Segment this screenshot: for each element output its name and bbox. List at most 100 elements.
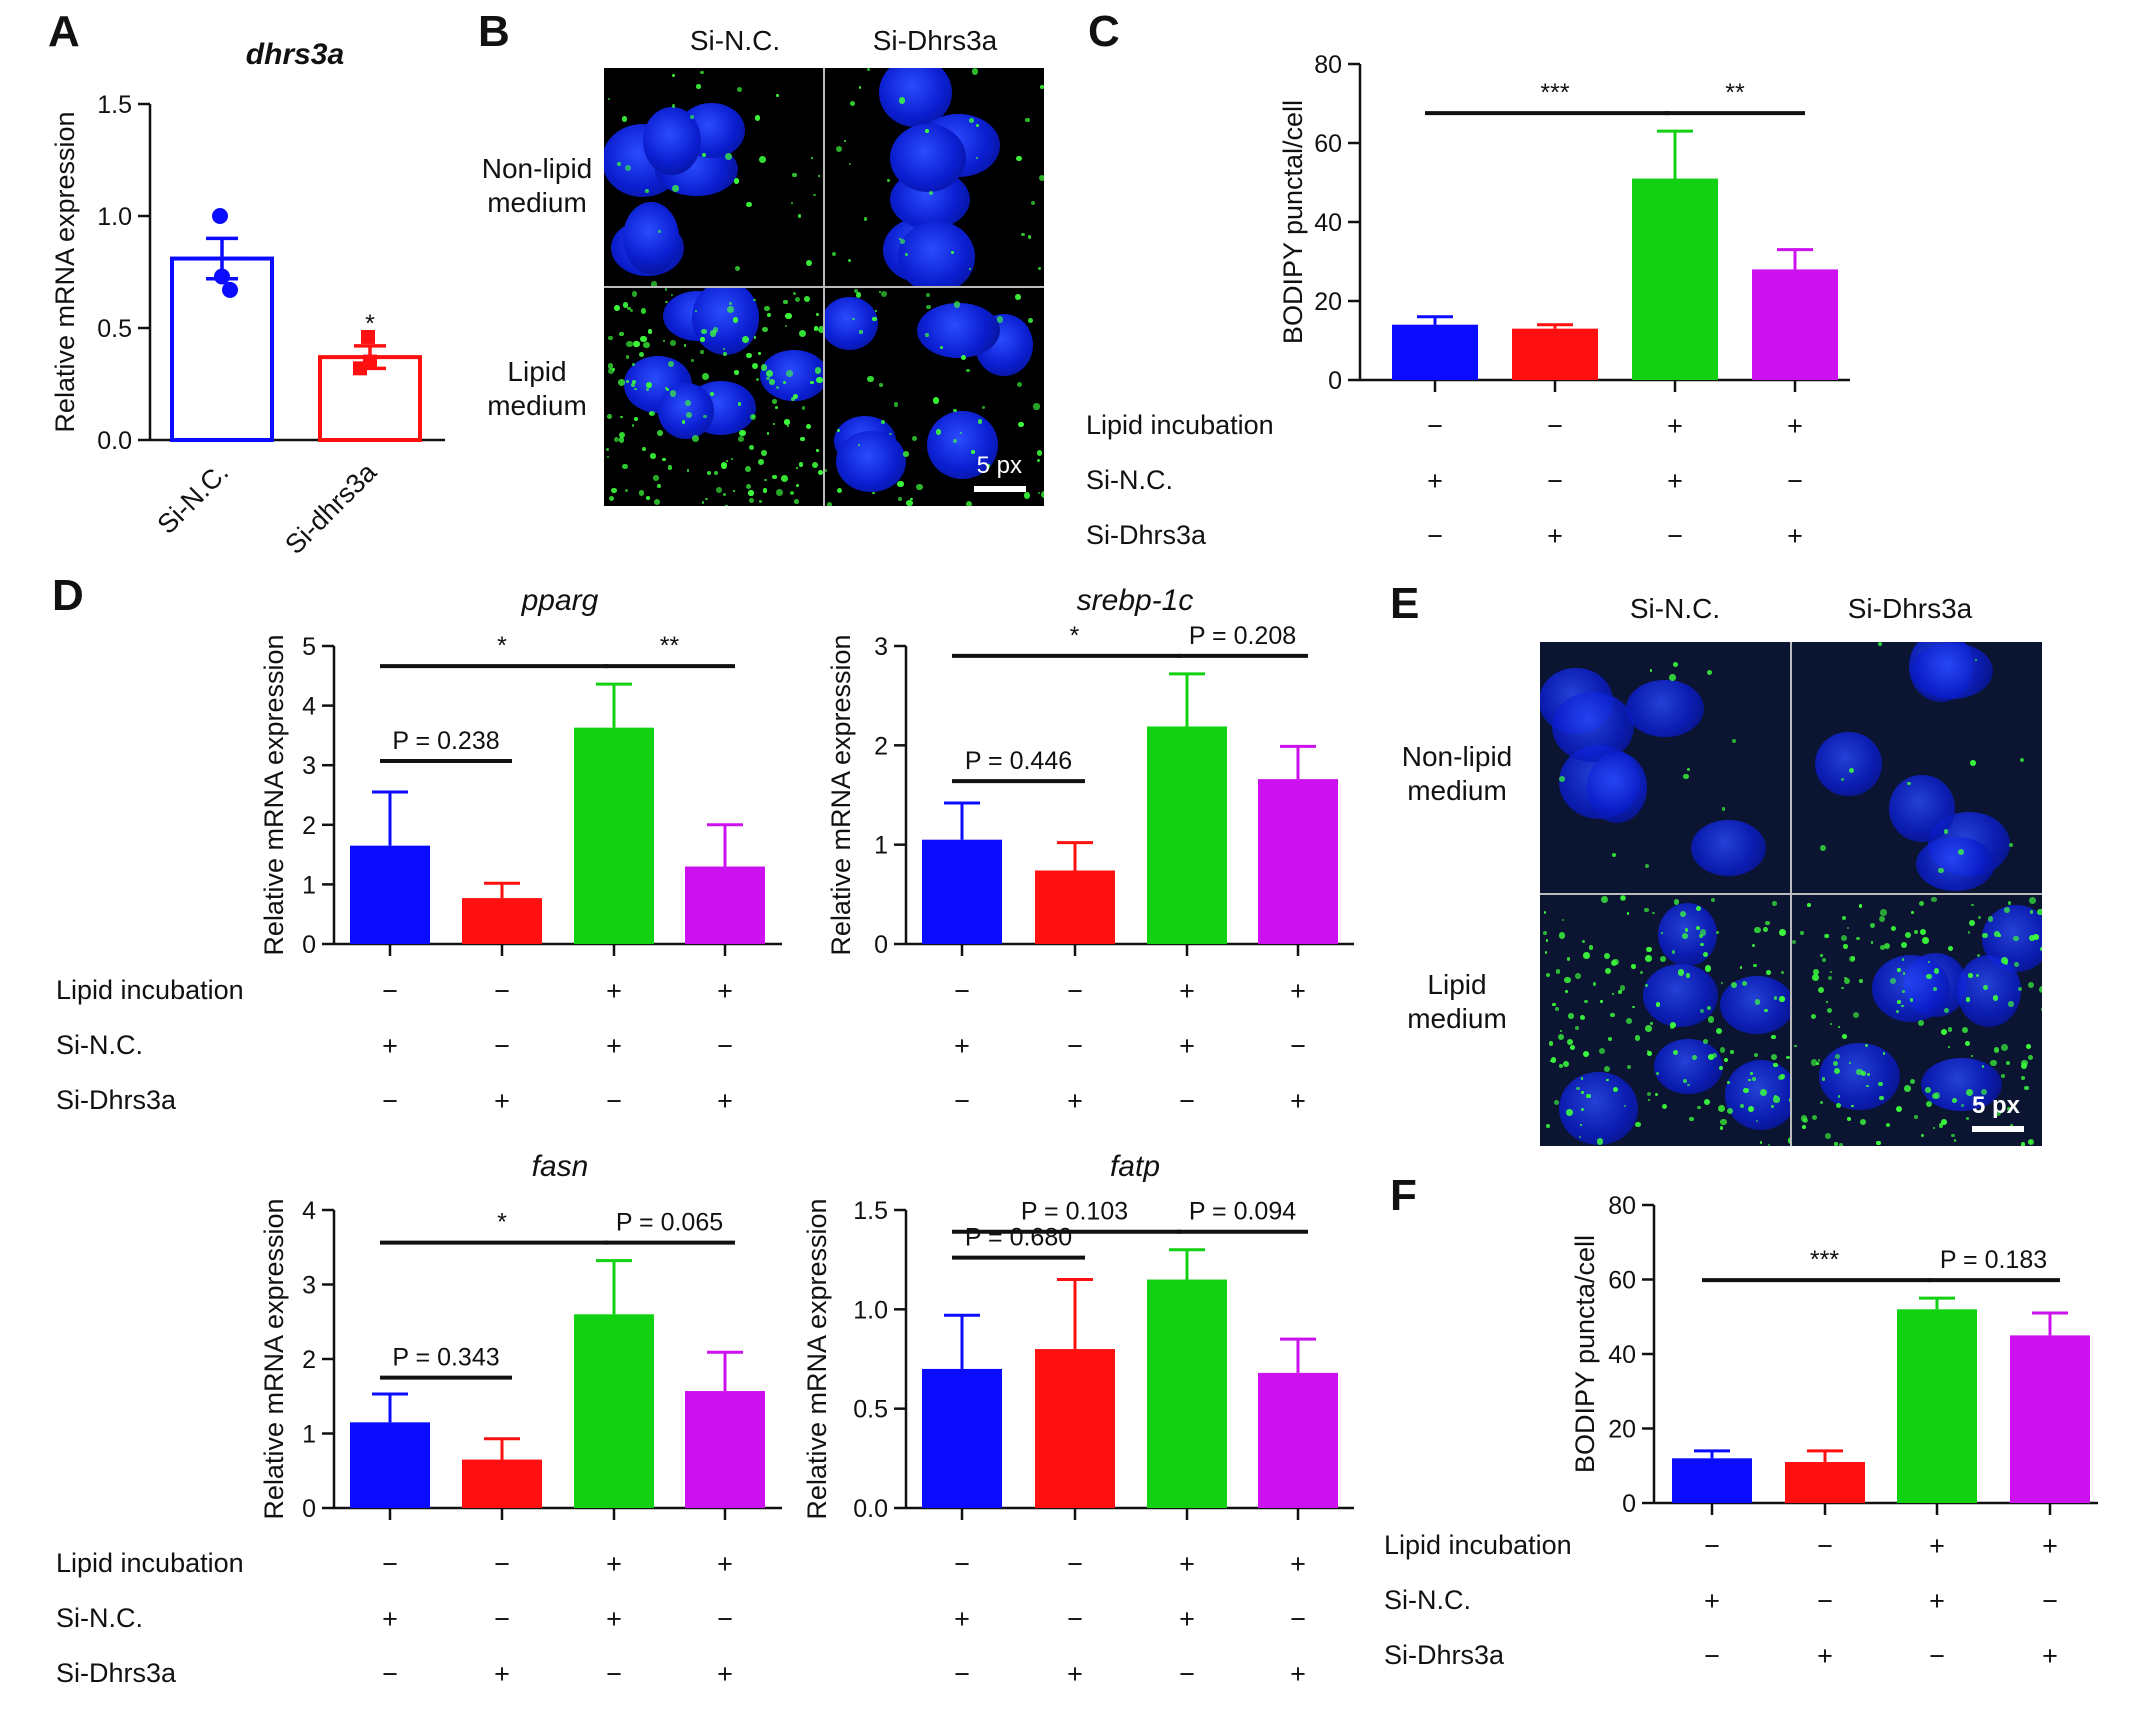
lipid-droplet (2021, 1062, 2028, 1070)
significance-label-f: P = 0.183 (1940, 1246, 2047, 1274)
nucleus (824, 297, 879, 350)
lipid-droplet (1890, 978, 1896, 985)
lipid-droplet (897, 480, 904, 487)
lipid-droplet (1883, 1052, 1886, 1055)
condition-sign-d2: + (1179, 1031, 1195, 1061)
lipid-droplet (1853, 1012, 1859, 1019)
condition-label-sinc: Si-N.C. (56, 1603, 143, 1633)
condition-sign-c: + (1427, 466, 1443, 496)
lipid-droplet (1781, 971, 1784, 974)
lipid-droplet (1549, 1059, 1552, 1063)
lipid-droplet (1770, 1105, 1774, 1108)
lipid-droplet (772, 474, 777, 480)
condition-sign-f: − (2042, 1586, 2058, 1616)
lipid-droplet (1861, 1070, 1867, 1076)
lipid-droplet (1644, 864, 1650, 869)
micrograph-e: 5 px (1540, 642, 2042, 1146)
lipid-droplet (906, 500, 913, 506)
lipid-droplet (805, 424, 811, 430)
lipid-droplet (789, 490, 795, 496)
lipid-droplet (1739, 966, 1743, 969)
lipid-droplet (2004, 960, 2009, 965)
lipid-droplet (977, 419, 983, 425)
lipid-droplet (625, 354, 630, 359)
lipid-droplet (898, 496, 903, 501)
lipid-droplet (1603, 1066, 1610, 1073)
lipid-droplet (1699, 1008, 1705, 1014)
lipid-droplet (863, 217, 868, 221)
lipid-droplet (872, 317, 877, 322)
lipid-droplet (611, 487, 617, 494)
lipid-droplet (775, 93, 779, 97)
panel-letter-b: B (478, 7, 510, 56)
lipid-droplet (904, 252, 909, 257)
micro-e-row1-label: Non-lipid medium (1401, 741, 1513, 806)
lipid-droplet (608, 367, 614, 374)
lipid-droplet (710, 391, 715, 396)
lipid-droplet (716, 486, 723, 493)
lipid-droplet (1610, 1012, 1615, 1018)
lipid-droplet (1028, 235, 1032, 239)
lipid-droplet (1811, 1114, 1818, 1120)
lipid-droplet (1895, 1009, 1899, 1013)
lipid-droplet (894, 402, 899, 407)
y-tick-label-d3: 0 (302, 1495, 316, 1523)
lipid-droplet (1611, 853, 1616, 858)
lipid-droplet (910, 498, 913, 501)
lipid-droplet (1870, 940, 1874, 944)
lipid-droplet (626, 340, 633, 348)
microE-quadrant (1540, 642, 1791, 894)
lipid-droplet (762, 488, 768, 493)
lipid-droplet (1574, 1026, 1579, 1031)
condition-sign-d2: − (954, 1086, 970, 1116)
lipid-droplet (1696, 926, 1701, 931)
nucleus (890, 123, 967, 192)
y-tick-label-c: 60 (1314, 130, 1342, 158)
lipid-droplet (1611, 993, 1614, 996)
lipid-droplet (794, 499, 799, 504)
panel-letter-c: C (1088, 7, 1120, 56)
lipid-droplet (1975, 974, 1979, 978)
lipid-droplet (1829, 1022, 1833, 1026)
lipid-droplet (1720, 1118, 1727, 1126)
condition-sign-f: + (2042, 1531, 2058, 1561)
lipid-droplet (701, 328, 708, 335)
lipid-droplet (1802, 1124, 1807, 1129)
lipid-droplet (1819, 844, 1826, 851)
lipid-droplet (744, 466, 752, 473)
lipid-droplet (2033, 934, 2039, 940)
lipid-droplet (1981, 1089, 1988, 1096)
lipid-droplet (1982, 984, 1988, 991)
lipid-droplet (1682, 1078, 1688, 1084)
lipid-droplet (755, 377, 760, 382)
lipid-droplet (986, 464, 991, 469)
bar-f (1672, 1458, 1752, 1503)
lipid-droplet (792, 172, 797, 178)
lipid-droplet (1968, 973, 1973, 978)
lipid-droplet (1919, 929, 1926, 936)
condition-sign-f: − (1704, 1531, 1720, 1561)
lipid-droplet (630, 383, 635, 388)
condition-sign-d1: + (606, 1031, 622, 1061)
lipid-droplet (1661, 1103, 1667, 1109)
lipid-droplet (1569, 1044, 1575, 1050)
lipid-droplet (1747, 1105, 1754, 1112)
data-point-a (212, 208, 228, 224)
lipid-droplet (766, 313, 771, 317)
lipid-droplet (1967, 931, 1971, 934)
lipid-droplet (816, 313, 819, 316)
significance-label-d3: P = 0.065 (616, 1209, 723, 1237)
lipid-droplet (683, 344, 686, 347)
y-tick-label-d2: 0 (874, 931, 888, 959)
lipid-droplet (1981, 1065, 1984, 1068)
lipid-droplet (1626, 1064, 1632, 1070)
lipid-droplet (1016, 155, 1022, 162)
y-tick-label-d1: 4 (302, 693, 316, 721)
condition-sign-c: + (1667, 411, 1683, 441)
y-tick-label-d2: 1 (874, 832, 888, 860)
lipid-droplet (1037, 491, 1040, 495)
lipid-droplet (1583, 1050, 1590, 1057)
lipid-droplet (1773, 1096, 1780, 1103)
lipid-droplet (627, 306, 631, 310)
lipid-droplet (700, 337, 705, 342)
